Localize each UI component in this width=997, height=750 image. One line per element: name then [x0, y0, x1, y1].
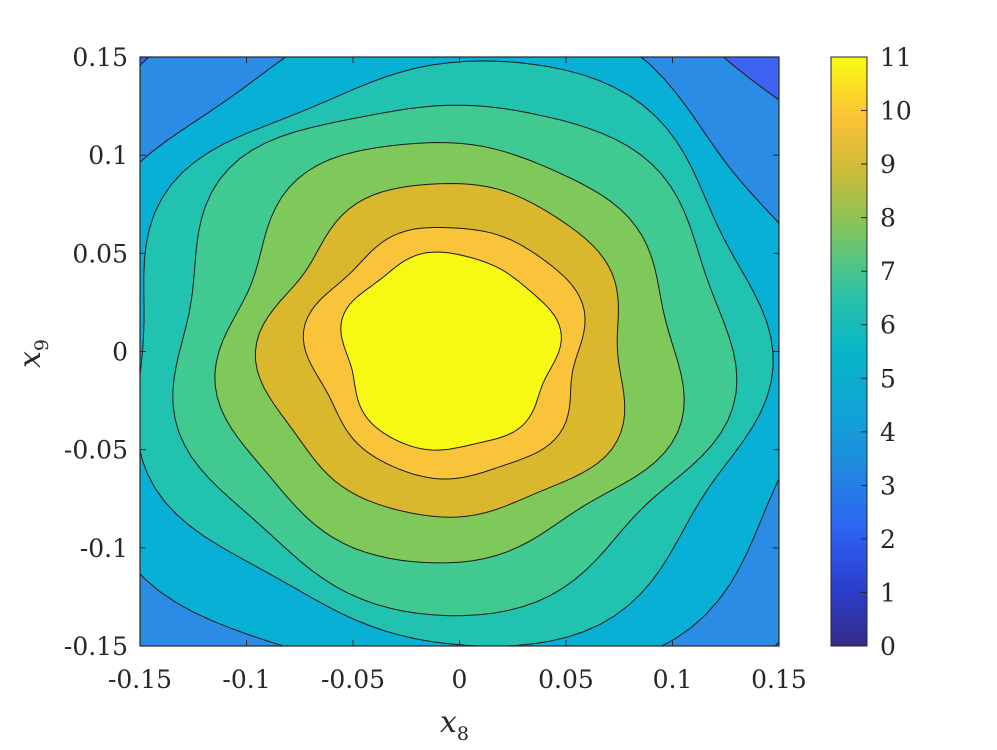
y-tick-label: 0.05 — [72, 239, 128, 268]
colorbar — [830, 56, 868, 647]
colorbar-tick-label: 1 — [880, 578, 896, 607]
contour-band-10 — [340, 251, 562, 451]
colorbar-tick-label: 9 — [880, 150, 896, 179]
contour-bands — [140, 57, 779, 646]
x-tick-label: 0.15 — [751, 665, 807, 694]
x-tick-label: 0 — [452, 665, 468, 694]
y-tick-label: 0.15 — [72, 43, 128, 72]
x-axis-label: x8 — [440, 705, 469, 745]
y-tick-label: -0.05 — [64, 436, 128, 465]
colorbar-tick-label: 11 — [880, 43, 912, 72]
colorbar-tick-label: 10 — [880, 97, 912, 126]
x-tick-label: -0.15 — [108, 665, 172, 694]
colorbar-tick-label: 6 — [880, 311, 896, 340]
colorbar-ticks: 0 1 2 3 4 5 6 7 8 9 10 11 — [861, 43, 912, 661]
x-tick-label: 0.1 — [653, 665, 693, 694]
colorbar-tick-label: 4 — [880, 418, 896, 447]
colorbar-tick-label: 5 — [880, 364, 896, 393]
colorbar-tick-label: 0 — [880, 632, 896, 661]
x-tick-label: -0.05 — [321, 665, 385, 694]
x-tick-label: 0.05 — [538, 665, 594, 694]
colorbar-tick-label: 8 — [880, 204, 896, 233]
y-axis-ticks: -0.15 -0.1 -0.05 0 0.05 0.1 0.15 — [64, 43, 779, 661]
y-tick-label: -0.15 — [64, 632, 128, 661]
x-axis-ticks: -0.15 -0.1 -0.05 0 0.05 0.1 0.15 — [108, 57, 807, 694]
y-tick-label: -0.1 — [80, 534, 128, 563]
x-tick-label: -0.1 — [222, 665, 270, 694]
y-tick-label: 0.1 — [88, 141, 128, 170]
colorbar-tick-label: 2 — [880, 525, 896, 554]
y-tick-label: 0 — [112, 338, 128, 367]
colorbar-tick-label: 7 — [880, 257, 896, 286]
colorbar-tick-label: 3 — [880, 471, 896, 500]
y-axis-label: x9 — [13, 339, 53, 368]
